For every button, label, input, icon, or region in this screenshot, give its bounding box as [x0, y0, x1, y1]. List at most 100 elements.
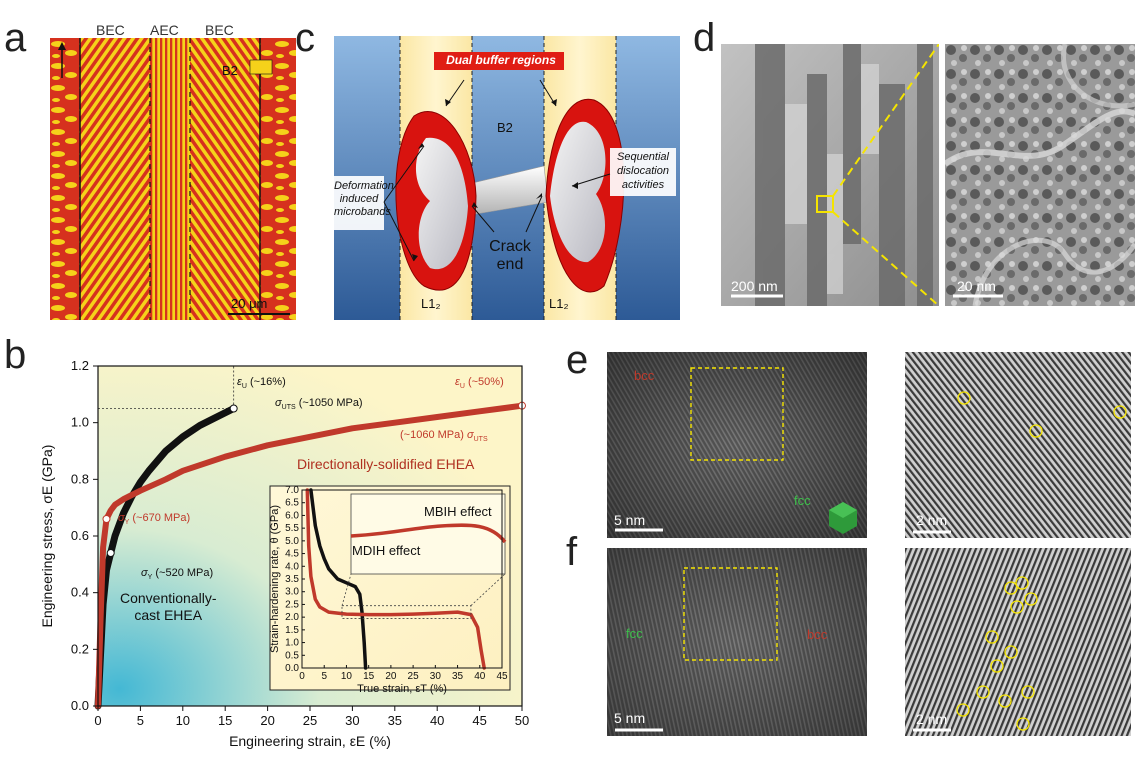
panel-letter-b: b	[4, 333, 27, 377]
sy-670-value: (~670 MPa)	[132, 512, 191, 524]
eu-50-label: εU (~50%)	[455, 376, 504, 391]
x-tick-label: 15	[218, 713, 232, 728]
ys-marker-cc	[106, 549, 115, 557]
scale-f-right: 2 nm	[916, 711, 948, 727]
inset-x-tick-label: 25	[408, 671, 420, 682]
y-axis-label: Engineering stress, σE (GPa)	[39, 445, 55, 628]
panel-letter-f: f	[566, 530, 578, 574]
label-f-bcc: bcc	[807, 627, 828, 642]
mbih-label: MBIH effect	[424, 504, 492, 519]
x-tick-label: 45	[472, 713, 486, 728]
eu-16-value: (~16%)	[249, 376, 286, 388]
label-l12-left: L1₂	[421, 296, 441, 311]
uts-1050-label: σUTS (~1050 MPa)	[275, 397, 363, 412]
ds-ehea-label: Directionally-solidified EHEA	[297, 456, 475, 472]
label-sequential-line3: activities	[621, 179, 665, 191]
label-b2: B2	[497, 120, 513, 135]
label-sequential-dislocation: Sequential dislocation activities	[610, 150, 676, 192]
label-sequential-line1: Sequential	[617, 151, 669, 163]
label-bec-left: BEC	[96, 22, 125, 38]
magnified-ds-curve	[350, 523, 507, 544]
y-tick-label: 0.0	[71, 698, 89, 713]
x-tick-label: 35	[388, 713, 402, 728]
panel-f-fft	[905, 548, 1131, 736]
inset-y-axis-label: Strain-hardening rate, θ (GPa)	[269, 505, 281, 653]
scale-e-left: 5 nm	[614, 512, 646, 528]
panel-d-tem-left	[721, 44, 939, 306]
inset-y-tick-label: 2.0	[285, 612, 299, 623]
label-crack-line1: Crack	[489, 238, 531, 255]
label-dual-buffer: Dual buffer regions	[446, 53, 556, 67]
scale-d-left: 200 nm	[731, 278, 778, 294]
label-f-fcc: fcc	[626, 626, 643, 641]
inset-y-tick-label: 1.5	[285, 625, 299, 636]
label-bec-right: BEC	[205, 22, 234, 38]
inset-y-tick-label: 3.5	[285, 574, 299, 585]
inset-x-tick-label: 35	[452, 671, 464, 682]
inset-x-axis-label: True strain, εT (%)	[357, 683, 447, 695]
y-tick-label: 1.2	[71, 358, 89, 373]
inset-x-tick-label: 0	[299, 671, 305, 682]
panel-b-chart: 0 5 10 15 20 25 30 35 40 45 50 0.0 0.2 0.4 0.6 0.8 1.0 1.…	[36, 352, 556, 752]
eutectic-lamellae-image	[50, 38, 296, 320]
panel-letter-a: a	[4, 16, 27, 60]
panel-letter-e: e	[566, 338, 589, 382]
label-crack-end: Crack end	[480, 238, 540, 274]
label-b2-phase: B2	[222, 63, 238, 78]
x-tick-label: 10	[176, 713, 190, 728]
panel-d-tem-right	[945, 44, 1135, 306]
x-tick-label: 30	[345, 713, 359, 728]
y-tick-label: 1.0	[71, 415, 89, 430]
inset-y-tick-label: 4.0	[285, 561, 299, 572]
inset-y-tick-label: 1.0	[285, 638, 299, 649]
inset-y-tick-label: 5.5	[285, 523, 299, 534]
label-e-bcc: bcc	[634, 368, 655, 383]
inset-y-tick-label: 6.5	[285, 498, 299, 509]
label-sequential-line2: dislocation	[617, 165, 669, 177]
inset-y-tick-label: 0.5	[285, 650, 299, 661]
y-tick-label: 0.4	[71, 585, 89, 600]
y-tick-label: 0.2	[71, 641, 89, 656]
inset-x-tick-label: 10	[341, 671, 353, 682]
panel-f-hrtem	[607, 548, 867, 736]
inset-x-tick-label: 30	[430, 671, 442, 682]
label-deformation-line1: Deformation	[334, 180, 394, 192]
panel-letter-d: d	[693, 16, 716, 60]
x-tick-label: 40	[430, 713, 444, 728]
x-axis-label: Engineering strain, εE (%)	[229, 733, 391, 749]
inset-y-tick-label: 7.0	[285, 485, 299, 496]
panel-e-hrtem	[607, 352, 867, 538]
y-tick-label: 0.6	[71, 528, 89, 543]
inset-y-tick-label: 2.5	[285, 599, 299, 610]
x-tick-label: 0	[94, 713, 101, 728]
cc-label-line2: cast EHEA	[134, 607, 203, 623]
eu-16-label: εU (~16%)	[237, 376, 286, 391]
cc-ehea-label: Conventionally- cast EHEA	[120, 590, 217, 624]
y-tick-label: 0.8	[71, 471, 89, 486]
inset-series-line-1	[309, 488, 368, 670]
zoom-connector-left	[341, 573, 352, 606]
inset-x-tick-label: 45	[496, 671, 508, 682]
panel-a-micrograph	[50, 38, 296, 320]
x-tick-label: 50	[515, 713, 529, 728]
inset-x-tick-label: 5	[321, 671, 327, 682]
panel-letter-c: c	[295, 16, 315, 60]
x-tick-label: 5	[137, 713, 144, 728]
label-deformation-microbands: Deformation induced microbands	[334, 180, 394, 219]
inset-y-tick-label: 6.0	[285, 510, 299, 521]
stress-strain-chart: 0 5 10 15 20 25 30 35 40 45 500.00.20.40.60.81.01.…	[39, 358, 529, 749]
scale-a: 20 μm	[231, 296, 268, 311]
uts-marker-cc	[229, 404, 238, 413]
sy-520-value: (~520 MPa)	[155, 567, 214, 579]
inset-series-line-2	[305, 488, 486, 670]
mdih-label: MDIH effect	[352, 543, 421, 558]
inset-y-tick-label: 5.0	[285, 536, 299, 547]
cc-label-line1: Conventionally-	[120, 590, 217, 606]
inset-zoom-region	[341, 605, 472, 619]
inset-x-tick-label: 40	[474, 671, 486, 682]
label-deformation-line3: microbands	[334, 206, 391, 218]
ys-marker-ds	[102, 515, 111, 523]
series-line-2	[95, 402, 525, 709]
inset-x-tick-label: 15	[363, 671, 375, 682]
label-aec: AEC	[150, 22, 179, 38]
